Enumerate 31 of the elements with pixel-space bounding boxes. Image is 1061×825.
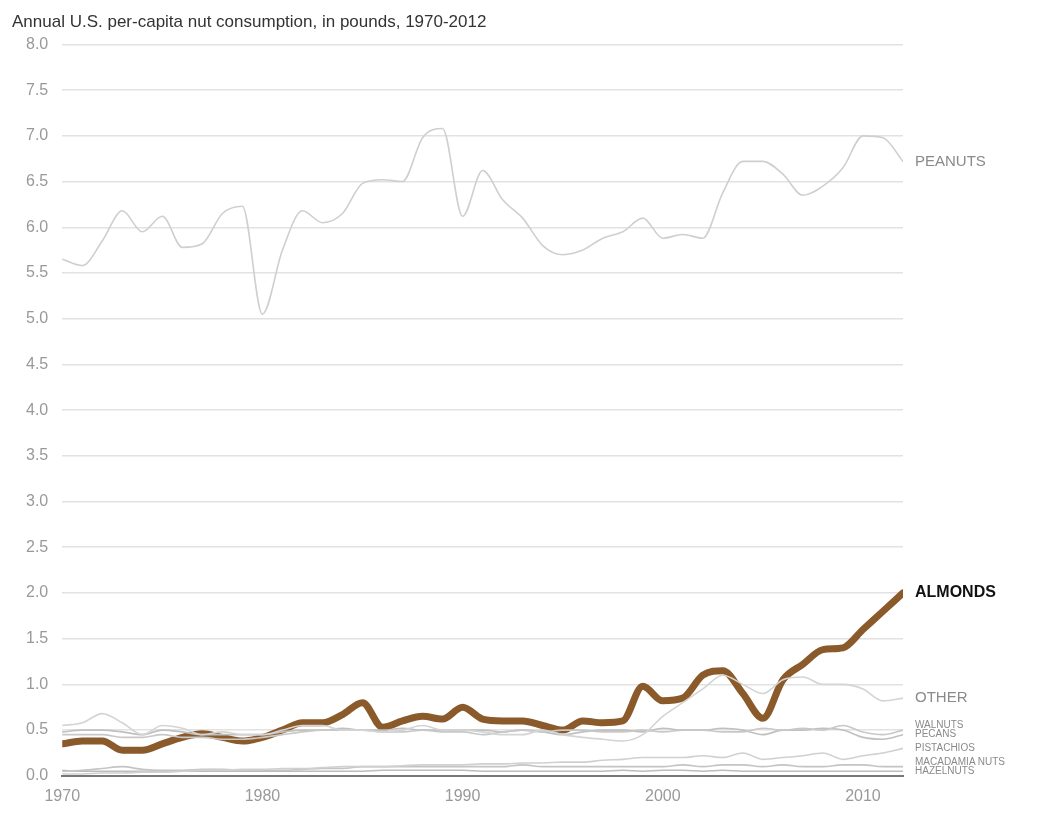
y-tick-label: 4.0 [25, 400, 49, 418]
x-tick-label: 1980 [244, 786, 281, 804]
y-tick-label: 2.0 [25, 583, 49, 601]
y-tick-label: 6.0 [25, 217, 49, 235]
series-label: MACADAMIA NUTS [915, 755, 1006, 767]
y-tick-label: 2.5 [25, 537, 49, 555]
series-label: HAZELNUTS [915, 764, 975, 776]
y-tick-label: 5.5 [25, 263, 49, 281]
x-tick-label: 1970 [44, 786, 81, 804]
y-tick-label: 3.0 [25, 491, 49, 509]
y-tick-label: 4.5 [25, 354, 49, 372]
y-tick-label: 5.0 [25, 309, 49, 327]
x-tick-label: 1990 [444, 786, 481, 804]
y-tick-label: 0.0 [25, 766, 49, 784]
series-label: OTHER [915, 688, 968, 706]
series-label: PECANS [915, 728, 957, 740]
y-tick-label: 0.5 [25, 720, 49, 738]
series-label: PEANUTS [915, 151, 986, 169]
x-tick-label: 2010 [845, 786, 881, 804]
chart-title: Annual U.S. per-capita nut consumption, in pounds, 1970-2012 [12, 11, 487, 31]
series-label: ALMONDS [915, 583, 997, 601]
series-label: WALNUTS [915, 719, 964, 731]
y-tick-label: 1.0 [25, 674, 49, 692]
y-tick-label: 7.5 [25, 80, 49, 98]
y-tick-label: 7.0 [25, 126, 49, 144]
y-tick-label: 3.5 [25, 446, 49, 464]
x-tick-label: 2000 [644, 786, 681, 804]
series-label: PISTACHIOS [915, 742, 976, 754]
y-tick-label: 6.5 [25, 171, 49, 189]
y-tick-label: 1.5 [25, 629, 49, 647]
y-tick-label: 8.0 [25, 34, 49, 52]
